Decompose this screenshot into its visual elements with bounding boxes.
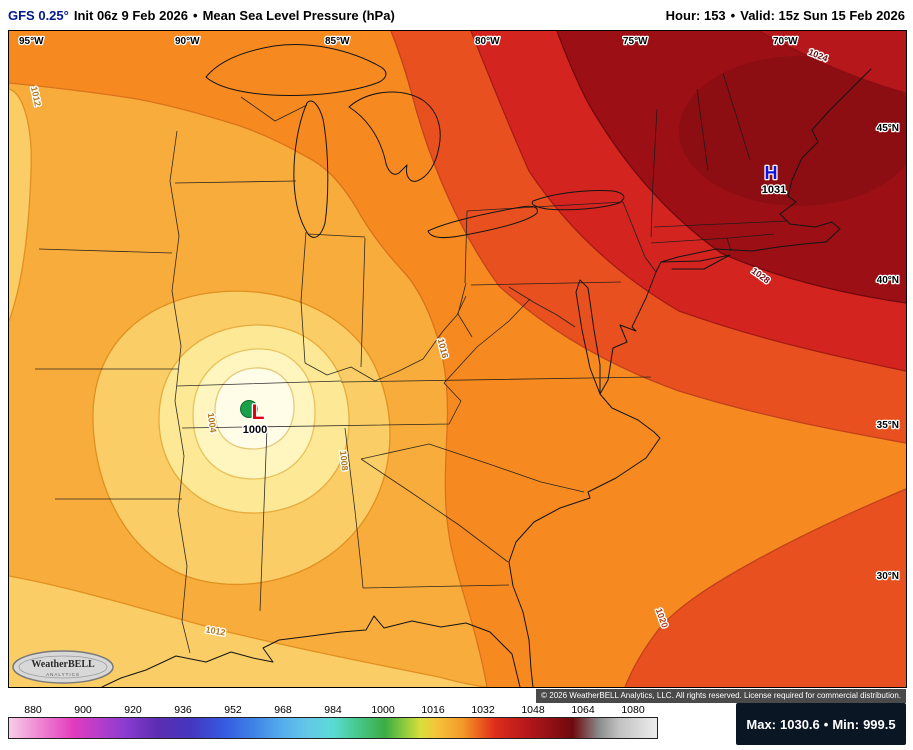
title-bar: GFS 0.25° Init 06z 9 Feb 2026 • Mean Sea Le… <box>0 0 913 30</box>
latitude-labels: 45°N 40°N 35°N 30°N <box>875 122 900 584</box>
contour-label: 1004 <box>206 412 219 433</box>
lon-label: 90°W <box>175 36 200 47</box>
lon-label: 75°W <box>623 36 648 47</box>
colorbar-tick: 968 <box>274 704 292 716</box>
colorbar-gradient <box>8 717 658 739</box>
high-letter: H <box>765 163 778 183</box>
hour-label: Hour: <box>665 7 701 23</box>
max-min-box: Max: 1030.6 • Min: 999.5 <box>736 703 906 745</box>
lon-label: 85°W <box>325 36 350 47</box>
lon-label: 95°W <box>19 36 44 47</box>
lat-label: 35°N <box>877 420 899 431</box>
colorbar-tick: 1064 <box>571 704 595 716</box>
weatherbell-logo: WeatherBELL ANALYTICS <box>12 650 114 684</box>
hour-value: 153 <box>703 7 726 23</box>
contour-label: 1012 <box>205 624 226 637</box>
max-value: 1030.6 <box>780 716 820 732</box>
lat-label: 40°N <box>877 275 899 286</box>
valid-separator: • <box>730 7 736 23</box>
longitude-labels: 95°W 90°W 85°W 80°W 75°W 70°W <box>18 35 800 49</box>
colorbar-tick: 920 <box>124 704 142 716</box>
map-title: GFS 0.25° Init 06z 9 Feb 2026 • Mean Sea Le… <box>8 8 395 23</box>
copyright-text: © 2026 WeatherBELL Analytics, LLC. All r… <box>536 689 906 703</box>
init-time: Init 06z 9 Feb 2026 <box>73 7 189 23</box>
colorbar-tick: 1032 <box>471 704 495 716</box>
min-label: Min: <box>832 716 860 732</box>
low-center-dot <box>240 400 258 418</box>
colorbar-tick: 1016 <box>421 704 445 716</box>
max-label: Max: <box>746 716 777 732</box>
colorbar-tick: 952 <box>224 704 242 716</box>
lon-label: 80°W <box>475 36 500 47</box>
title-separator: • <box>193 7 198 23</box>
coastline <box>101 68 872 687</box>
colorbar-tick: 1048 <box>521 704 545 716</box>
colorbar-ticks: 880 900 920 936 952 968 984 1000 1016 10… <box>8 704 658 716</box>
colorbar-tick: 984 <box>324 704 342 716</box>
colorbar-tick: 900 <box>74 704 92 716</box>
contour-label: 1008 <box>338 450 350 471</box>
model-name: GFS 0.25° <box>8 7 69 23</box>
contour-lines <box>9 31 906 687</box>
valid-label: Valid: <box>740 7 775 23</box>
lat-label: 45°N <box>877 123 899 134</box>
colorbar-tick: 880 <box>24 704 42 716</box>
stats-separator: • <box>823 716 829 732</box>
lon-label: 70°W <box>773 36 798 47</box>
low-letter: L <box>252 401 265 424</box>
footer: © 2026 WeatherBELL Analytics, LLC. All r… <box>0 688 913 750</box>
map-canvas: 95°W 90°W 85°W 80°W 75°W 70°W 45°N 40°N … <box>9 31 906 687</box>
high-pressure-marker: H 1031 <box>760 162 787 198</box>
colorbar-tick: 1080 <box>621 704 645 716</box>
lat-label: 30°N <box>877 571 899 582</box>
logo-brand: WeatherBELL <box>31 659 95 670</box>
pressure-map: 95°W 90°W 85°W 80°W 75°W 70°W 45°N 40°N … <box>8 30 907 688</box>
colorbar-tick: 936 <box>174 704 192 716</box>
low-pressure-marker: L 1000 <box>240 400 269 437</box>
logo-sub: ANALYTICS <box>46 672 80 677</box>
min-value: 999.5 <box>863 716 896 732</box>
product-name: Mean Sea Level Pressure (hPa) <box>202 7 395 23</box>
state-borders <box>35 72 789 654</box>
low-value: 1000 <box>243 424 267 436</box>
valid-value: 15z Sun 15 Feb 2026 <box>778 7 905 23</box>
colorbar-tick: 1000 <box>371 704 395 716</box>
high-value: 1031 <box>762 184 786 196</box>
valid-time-info: Hour: 153 • Valid: 15z Sun 15 Feb 2026 <box>666 8 905 23</box>
pressure-bands <box>9 31 906 687</box>
